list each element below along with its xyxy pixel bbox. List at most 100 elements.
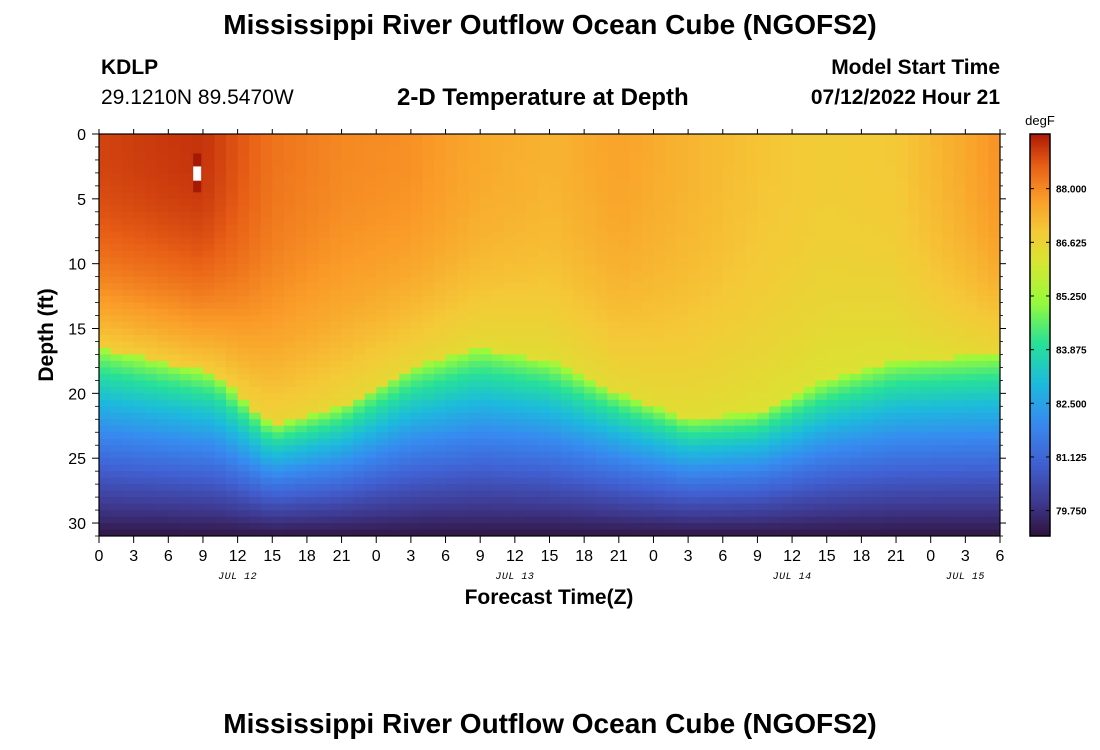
heatmap-cell: [665, 140, 677, 148]
heatmap-cell: [953, 503, 966, 511]
heatmap-cell: [491, 146, 504, 154]
heatmap-cell: [803, 360, 816, 368]
heatmap-cell: [872, 490, 885, 498]
heatmap-cell: [872, 159, 885, 167]
heatmap-cell: [722, 503, 735, 511]
heatmap-cell: [110, 309, 123, 316]
heatmap-cell: [457, 335, 470, 342]
heatmap-cell: [272, 146, 285, 154]
heatmap-cell: [364, 263, 377, 271]
heatmap-cell: [110, 419, 123, 427]
heatmap-cell: [445, 218, 458, 226]
heatmap-cell: [561, 399, 574, 407]
heatmap-cell: [480, 309, 493, 316]
heatmap-cell: [306, 438, 319, 446]
heatmap-cell: [260, 237, 273, 245]
heatmap-cell: [976, 192, 989, 200]
heatmap-cell: [249, 205, 262, 213]
heatmap-cell: [202, 198, 215, 206]
heatmap-cell: [364, 458, 377, 466]
heatmap-cell: [364, 393, 377, 401]
heatmap-cell: [826, 373, 839, 381]
heatmap-cell: [514, 134, 527, 141]
heatmap-cell: [191, 380, 204, 388]
heatmap-cell: [110, 218, 123, 226]
heatmap-cell: [618, 309, 631, 316]
heatmap-cell: [133, 451, 146, 459]
heatmap-cell: [861, 335, 874, 342]
heatmap-cell: [260, 231, 273, 239]
heatmap-cell: [480, 244, 493, 252]
heatmap-cell: [433, 373, 446, 381]
heatmap-cell: [226, 224, 239, 232]
heatmap-cell: [734, 283, 747, 291]
heatmap-cell: [249, 179, 262, 187]
heatmap-cell: [364, 464, 377, 472]
heatmap-cell: [226, 510, 239, 517]
heatmap-cell: [364, 179, 377, 187]
heatmap-cell: [399, 205, 412, 213]
heatmap-cell: [965, 153, 978, 161]
heatmap-cell: [295, 386, 308, 394]
heatmap-cell: [861, 276, 874, 284]
heatmap-cell: [168, 523, 181, 530]
heatmap-cell: [537, 315, 550, 323]
heatmap-cell: [549, 166, 562, 174]
heatmap-cell: [907, 146, 920, 154]
heatmap-cell: [722, 484, 735, 492]
heatmap-cell: [433, 153, 446, 161]
heatmap-cell: [699, 289, 712, 297]
heatmap-cell: [734, 134, 747, 141]
heatmap-cell: [110, 354, 123, 362]
heatmap-cell: [364, 406, 377, 414]
heatmap-cell: [387, 425, 400, 433]
heatmap-cell: [480, 146, 493, 154]
heatmap-cell: [711, 380, 724, 388]
heatmap-cell: [99, 309, 111, 316]
heatmap-cell: [665, 399, 677, 407]
heatmap-cell: [341, 432, 354, 440]
heatmap-cell: [826, 412, 839, 420]
heatmap-cell: [849, 302, 862, 310]
heatmap-cell: [318, 257, 331, 265]
heatmap-cell: [884, 224, 897, 232]
heatmap-cell: [526, 412, 539, 420]
heatmap-cell: [353, 451, 366, 459]
heatmap-cell: [699, 510, 712, 517]
heatmap-cell: [595, 419, 608, 427]
heatmap-cell: [584, 302, 597, 310]
heatmap-cell: [676, 166, 689, 174]
heatmap-cell: [468, 205, 481, 213]
heatmap-cell: [514, 406, 527, 414]
heatmap-cell: [826, 328, 839, 336]
heatmap-cell: [399, 153, 412, 161]
heatmap-cell: [826, 224, 839, 232]
heatmap-cell: [145, 322, 158, 329]
heatmap-cell: [942, 159, 955, 167]
heatmap-cell: [930, 134, 943, 141]
heatmap-cell: [353, 270, 366, 278]
heatmap-cell: [653, 490, 666, 498]
heatmap-cell: [965, 386, 978, 394]
heatmap-cell: [202, 159, 215, 167]
heatmap-cell: [595, 179, 608, 187]
heatmap-cell: [607, 477, 620, 485]
heatmap-cell: [688, 335, 701, 342]
heatmap-cell: [988, 237, 1001, 245]
heatmap-cell: [896, 360, 908, 368]
heatmap-cell: [410, 341, 423, 349]
heatmap-cell: [480, 283, 493, 291]
heatmap-cell: [503, 529, 516, 537]
heatmap-cell: [422, 179, 435, 187]
heatmap-cell: [537, 360, 550, 368]
heatmap-cell: [503, 224, 516, 232]
heatmap-cell: [815, 341, 828, 349]
heatmap-cell: [745, 458, 758, 466]
heatmap-cell: [376, 341, 389, 349]
heatmap-cell: [145, 477, 158, 485]
heatmap-cell: [688, 283, 701, 291]
heatmap-cell: [630, 134, 643, 141]
heatmap-cell: [953, 224, 966, 232]
heatmap-cell: [179, 185, 192, 193]
heatmap-cell: [688, 263, 701, 271]
